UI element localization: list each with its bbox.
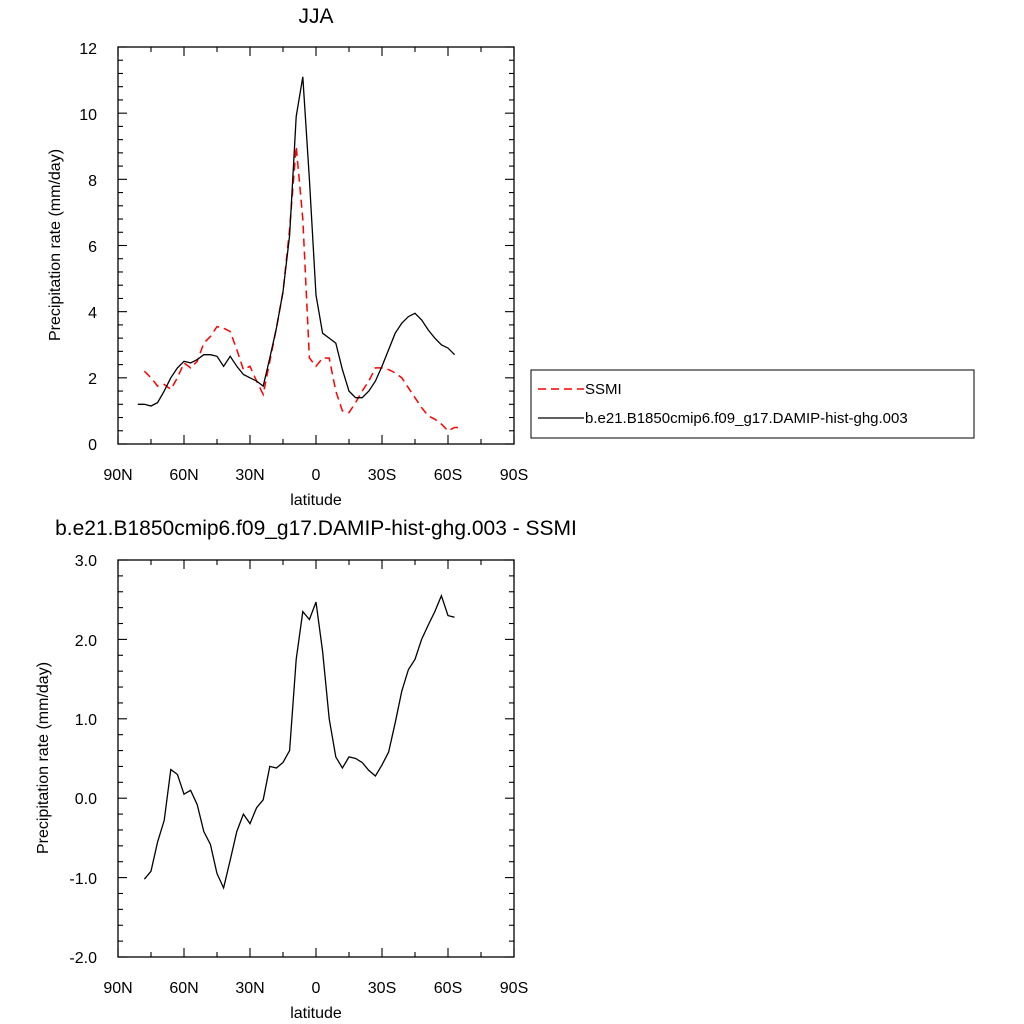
top-series-line-b-e21-b1850cmip6-f09-g17-damip-hist-ghg-003 — [137, 76, 456, 407]
top-y-tick-label: 2 — [88, 371, 97, 388]
top-panel: JJA 0 2 4 6 8 10 12 90N 60N 30N 0 30S 60… — [47, 5, 975, 509]
top-x-tick-label: 60S — [434, 467, 462, 484]
bottom-y-tick-label: -2.0 — [69, 950, 97, 967]
top-x-axis-title: latitude — [290, 492, 342, 509]
top-y-tick-label: 10 — [79, 107, 97, 124]
top-series-line-ssmi — [143, 146, 462, 432]
legend: SSMI b.e21.B1850cmip6.f09_g17.DAMIP-hist… — [530, 369, 975, 439]
top-y-tick-label: 8 — [88, 173, 97, 190]
bottom-x-tick-label: 0 — [312, 980, 321, 997]
bottom-x-axis-title: latitude — [290, 1005, 342, 1022]
top-y-tick-label: 6 — [88, 239, 97, 256]
bottom-plot-frame — [117, 559, 515, 958]
legend-box — [530, 369, 975, 439]
bottom-panel: b.e21.B1850cmip6.f09_g17.DAMIP-hist-ghg.… — [35, 517, 577, 1022]
top-y-tick-label: 4 — [88, 305, 97, 322]
top-y-tick-labels: 0 2 4 6 8 10 12 — [79, 41, 97, 454]
top-plot-frame — [117, 46, 515, 445]
bottom-x-tick-label: 30N — [235, 980, 264, 997]
top-x-tick-label: 60N — [169, 467, 198, 484]
bottom-x-tick-label: 30S — [368, 980, 396, 997]
bottom-y-tick-label: -1.0 — [69, 871, 97, 888]
top-x-tick-label: 30N — [235, 467, 264, 484]
top-y-axis-title: Precipitation rate (mm/day) — [47, 149, 64, 341]
top-series-layer — [137, 76, 462, 432]
top-y-tick-label: 0 — [88, 437, 97, 454]
bottom-chart-title: b.e21.B1850cmip6.f09_g17.DAMIP-hist-ghg.… — [55, 517, 577, 540]
bottom-series-layer — [143, 593, 455, 890]
bottom-x-tick-label: 60S — [434, 980, 462, 997]
top-x-tick-label: 90N — [103, 467, 132, 484]
bottom-y-tick-labels: -2.0 -1.0 0.0 1.0 2.0 3.0 — [69, 553, 97, 967]
top-chart-title: JJA — [298, 5, 333, 28]
legend-label-ssmi: SSMI — [585, 381, 622, 398]
top-ticks-layer — [117, 46, 515, 445]
bottom-x-tick-label: 90N — [103, 980, 132, 997]
bottom-x-tick-label: 60N — [169, 980, 198, 997]
bottom-ticks-layer — [117, 559, 515, 958]
bottom-y-axis-title: Precipitation rate (mm/day) — [35, 662, 52, 854]
bottom-y-tick-label: 3.0 — [75, 553, 97, 570]
top-x-tick-label: 90S — [500, 467, 528, 484]
bottom-y-tick-label: 0.0 — [75, 791, 97, 808]
bottom-y-tick-label: 2.0 — [75, 633, 97, 650]
top-y-tick-label: 12 — [79, 41, 97, 58]
top-x-tick-label: 30S — [368, 467, 396, 484]
top-x-tick-label: 0 — [312, 467, 321, 484]
bottom-x-tick-labels: 90N 60N 30N 0 30S 60S 90S — [103, 980, 528, 997]
bottom-y-tick-label: 1.0 — [75, 712, 97, 729]
top-x-tick-labels: 90N 60N 30N 0 30S 60S 90S — [103, 467, 528, 484]
legend-label-model: b.e21.B1850cmip6.f09_g17.DAMIP-hist-ghg.… — [585, 410, 908, 427]
bottom-x-tick-label: 90S — [500, 980, 528, 997]
bottom-series-line-diff-0 — [143, 593, 455, 890]
